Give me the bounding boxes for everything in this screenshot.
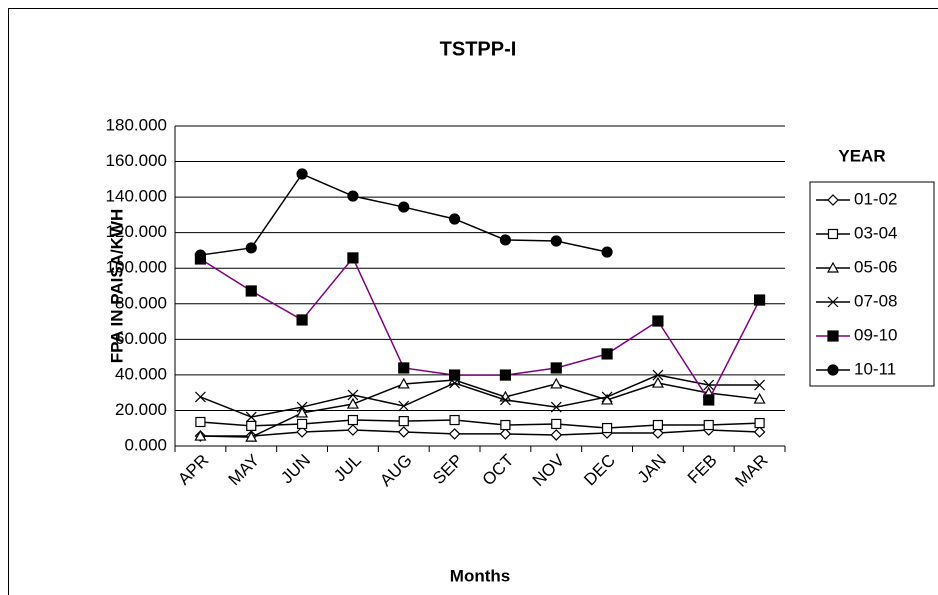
marker <box>296 426 308 438</box>
y-tick-label: 160.000 <box>106 151 167 170</box>
marker <box>500 419 511 431</box>
marker <box>296 418 308 430</box>
marker <box>347 389 359 401</box>
series-line <box>200 256 761 402</box>
legend-label: 09-10 <box>854 325 897 344</box>
marker <box>550 401 562 413</box>
marker <box>397 426 410 438</box>
marker <box>346 397 359 409</box>
marker <box>499 369 512 381</box>
series-line <box>200 429 760 437</box>
legend-box <box>809 181 935 387</box>
marker <box>754 379 766 391</box>
series-line <box>200 374 760 418</box>
marker <box>449 414 460 426</box>
marker <box>195 416 206 428</box>
series-line <box>200 379 760 438</box>
marker <box>601 348 613 360</box>
legend-title: YEAR <box>838 146 885 165</box>
marker <box>827 228 839 240</box>
marker <box>347 424 359 436</box>
marker <box>550 377 563 389</box>
marker <box>827 194 839 206</box>
marker <box>194 429 207 441</box>
marker <box>827 364 839 376</box>
legend-label: 03-04 <box>854 223 897 242</box>
marker <box>499 234 512 246</box>
y-axis-label: FPA IN PAISA/KWH <box>107 209 126 364</box>
marker <box>601 391 613 403</box>
y-tick-label: 120.000 <box>106 222 167 241</box>
marker <box>347 252 359 264</box>
marker <box>652 419 664 431</box>
legend-label: 01-02 <box>854 189 897 208</box>
marker <box>551 418 562 430</box>
marker <box>652 369 664 381</box>
marker <box>194 391 206 403</box>
marker <box>296 168 308 180</box>
marker <box>397 377 410 389</box>
marker <box>754 417 765 429</box>
legend-label: 05-06 <box>854 257 897 276</box>
marker <box>448 213 461 225</box>
marker <box>245 242 257 254</box>
marker <box>296 401 308 413</box>
marker <box>827 296 839 308</box>
chart-title: TSTPP-I <box>440 38 517 60</box>
marker <box>245 430 258 442</box>
marker <box>703 394 715 406</box>
y-tick-label: 80.000 <box>115 293 167 312</box>
marker <box>753 294 766 306</box>
chart-frame <box>8 8 938 595</box>
marker <box>826 261 840 273</box>
marker <box>652 427 664 439</box>
legend-label: 07-08 <box>854 291 897 310</box>
marker <box>550 429 563 441</box>
marker <box>347 414 359 426</box>
marker <box>550 235 562 247</box>
marker <box>398 416 409 427</box>
marker <box>246 420 257 432</box>
y-tick-label: 100.000 <box>106 258 167 277</box>
marker <box>194 249 207 261</box>
y-tick-label: 140.000 <box>106 187 167 206</box>
y-tick-label: 20.000 <box>115 400 167 419</box>
marker <box>703 379 715 391</box>
marker <box>499 428 512 440</box>
y-tick-label: 40.000 <box>115 364 167 383</box>
marker <box>550 362 562 374</box>
marker <box>398 201 410 213</box>
marker <box>651 376 664 388</box>
y-tick-label: 60.000 <box>115 329 167 348</box>
marker <box>296 314 308 326</box>
series-line <box>200 419 760 429</box>
marker <box>753 426 766 438</box>
marker <box>827 330 839 342</box>
marker <box>753 392 766 404</box>
marker <box>448 369 461 381</box>
marker <box>499 394 511 406</box>
marker <box>245 411 257 423</box>
legend-label: 10-11 <box>854 359 896 378</box>
marker <box>398 400 410 412</box>
marker <box>601 246 613 258</box>
marker <box>703 419 714 431</box>
marker <box>448 428 461 440</box>
x-axis-label: Months <box>450 566 510 585</box>
y-tick-label: 180.000 <box>106 115 167 134</box>
y-tick-label: 0.000 <box>124 435 167 454</box>
marker <box>245 285 257 297</box>
marker <box>347 190 359 202</box>
marker <box>296 406 309 418</box>
marker <box>398 362 410 374</box>
marker <box>652 315 664 327</box>
marker <box>601 422 613 434</box>
